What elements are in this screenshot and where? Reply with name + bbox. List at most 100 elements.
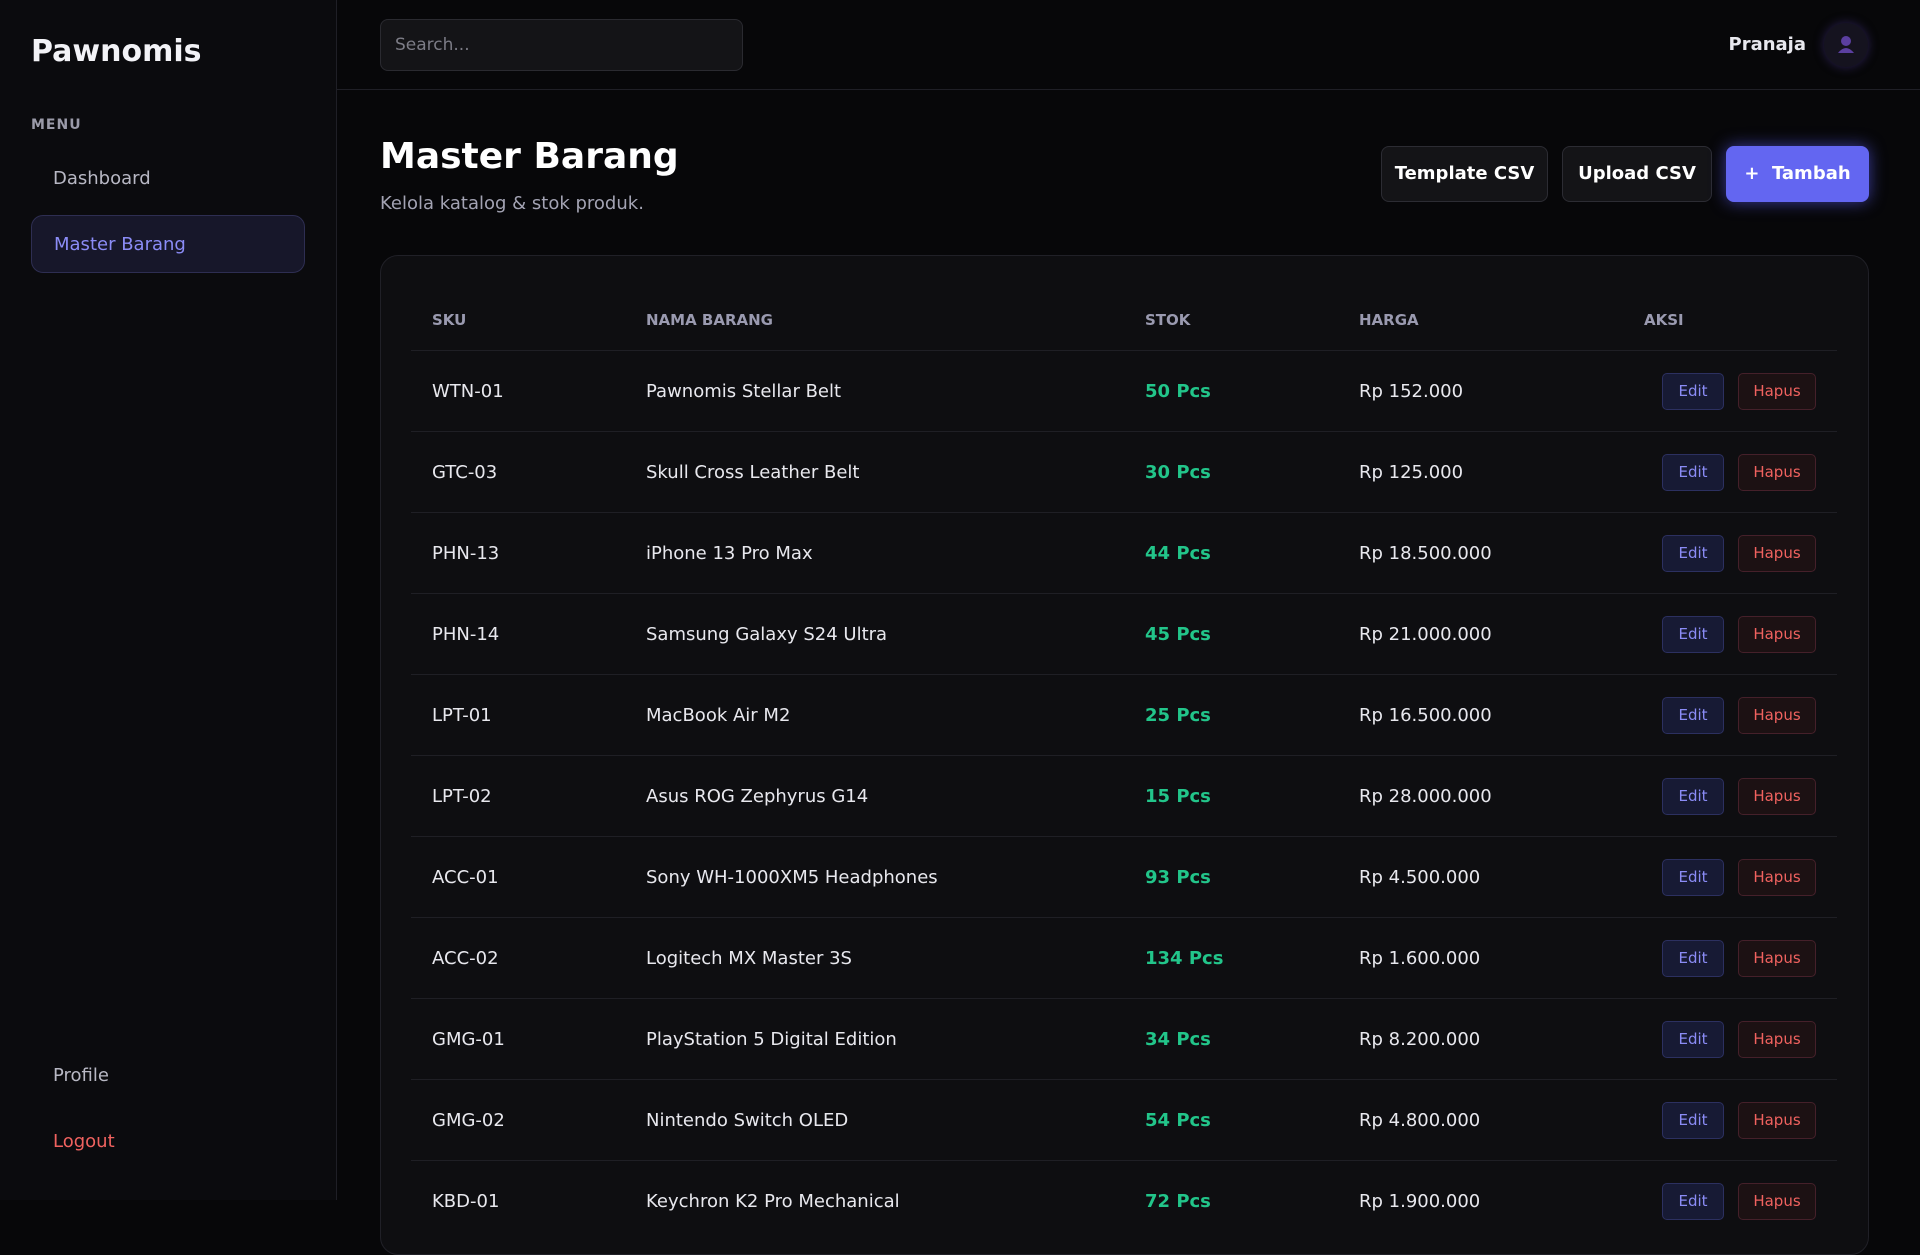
table-row: GMG-02 Nintendo Switch OLED 54 Pcs Rp 4.800… bbox=[411, 1079, 1837, 1160]
add-label: Tambah bbox=[1771, 163, 1851, 184]
stock: 30 Pcs bbox=[1145, 462, 1211, 483]
sku: LPT-02 bbox=[432, 786, 492, 807]
item-name: Pawnomis Stellar Belt bbox=[646, 381, 842, 402]
item-name: Nintendo Switch OLED bbox=[646, 1110, 849, 1131]
menu-label: MENU bbox=[31, 117, 82, 133]
avatar-icon bbox=[1838, 36, 1854, 53]
sku: GMG-02 bbox=[432, 1110, 505, 1131]
stock: 50 Pcs bbox=[1145, 381, 1211, 402]
edit-button[interactable]: Edit bbox=[1662, 1021, 1724, 1058]
page-title: Master Barang bbox=[380, 136, 679, 177]
item-name: Samsung Galaxy S24 Ultra bbox=[646, 624, 888, 645]
search-input[interactable]: Search... bbox=[380, 19, 743, 71]
sku: GTC-03 bbox=[432, 462, 498, 483]
sku: PHN-13 bbox=[432, 543, 500, 564]
nav-master-barang[interactable]: Master Barang bbox=[31, 215, 305, 273]
price: Rp 4.500.000 bbox=[1359, 867, 1481, 888]
sku: PHN-14 bbox=[432, 624, 500, 645]
stock: 93 Pcs bbox=[1145, 867, 1211, 888]
item-name: PlayStation 5 Digital Edition bbox=[646, 1029, 897, 1050]
topbar bbox=[337, 0, 1920, 90]
sidebar: Pawnomis MENU Dashboard Master Barang Pr… bbox=[0, 0, 337, 1200]
delete-button[interactable]: Hapus bbox=[1738, 859, 1816, 896]
item-name: Skull Cross Leather Belt bbox=[646, 462, 860, 483]
nav-dashboard[interactable]: Dashboard bbox=[53, 168, 151, 189]
item-name: Sony WH-1000XM5 Headphones bbox=[646, 867, 938, 888]
price: Rp 21.000.000 bbox=[1359, 624, 1492, 645]
stock: 54 Pcs bbox=[1145, 1110, 1211, 1131]
table-row: LPT-02 Asus ROG Zephyrus G14 15 Pcs Rp 28.0… bbox=[411, 755, 1837, 836]
edit-button[interactable]: Edit bbox=[1662, 940, 1724, 977]
stock: 45 Pcs bbox=[1145, 624, 1211, 645]
stock: 72 Pcs bbox=[1145, 1191, 1211, 1212]
edit-button[interactable]: Edit bbox=[1662, 1102, 1724, 1139]
column-header: HARGA bbox=[1359, 311, 1419, 329]
avatar[interactable] bbox=[1824, 23, 1868, 67]
delete-button[interactable]: Hapus bbox=[1738, 940, 1816, 977]
brand[interactable]: Pawnomis bbox=[31, 34, 202, 69]
upload-csv-button[interactable]: Upload CSV bbox=[1562, 146, 1712, 202]
price: Rp 1.900.000 bbox=[1359, 1191, 1481, 1212]
table-row: KBD-01 Keychron K2 Pro Mechanical 72 Pcs Rp… bbox=[411, 1160, 1837, 1241]
edit-button[interactable]: Edit bbox=[1662, 778, 1724, 815]
table-row: GMG-01 PlayStation 5 Digital Edition 34 Pc… bbox=[411, 998, 1837, 1079]
delete-button[interactable]: Hapus bbox=[1738, 778, 1816, 815]
item-name: iPhone 13 Pro Max bbox=[646, 543, 813, 564]
table-row: LPT-01 MacBook Air M2 25 Pcs Rp 16.500.000 E… bbox=[411, 674, 1837, 755]
sku: KBD-01 bbox=[432, 1191, 500, 1212]
stock: 44 Pcs bbox=[1145, 543, 1211, 564]
nav-profile[interactable]: Profile bbox=[53, 1065, 109, 1086]
edit-button[interactable]: Edit bbox=[1662, 535, 1724, 572]
add-button[interactable]: + Tambah bbox=[1726, 146, 1869, 202]
column-header: STOK bbox=[1145, 311, 1191, 329]
add-icon: + bbox=[1744, 163, 1760, 184]
price: Rp 125.000 bbox=[1359, 462, 1464, 483]
item-name: Asus ROG Zephyrus G14 bbox=[646, 786, 869, 807]
price: Rp 18.500.000 bbox=[1359, 543, 1492, 564]
price: Rp 152.000 bbox=[1359, 381, 1464, 402]
delete-button[interactable]: Hapus bbox=[1738, 535, 1816, 572]
item-name: MacBook Air M2 bbox=[646, 705, 791, 726]
item-name: Keychron K2 Pro Mechanical bbox=[646, 1191, 900, 1212]
delete-button[interactable]: Hapus bbox=[1738, 454, 1816, 491]
stock: 134 Pcs bbox=[1145, 948, 1224, 969]
stock: 25 Pcs bbox=[1145, 705, 1211, 726]
delete-button[interactable]: Hapus bbox=[1738, 616, 1816, 653]
delete-button[interactable]: Hapus bbox=[1738, 697, 1816, 734]
table-row: PHN-14 Samsung Galaxy S24 Ultra 45 Pcs Rp 2… bbox=[411, 593, 1837, 674]
template-csv-button[interactable]: Template CSV bbox=[1381, 146, 1548, 202]
delete-button[interactable]: Hapus bbox=[1738, 1102, 1816, 1139]
price: Rp 1.600.000 bbox=[1359, 948, 1481, 969]
delete-button[interactable]: Hapus bbox=[1738, 1021, 1816, 1058]
item-name: Logitech MX Master 3S bbox=[646, 948, 852, 969]
edit-button[interactable]: Edit bbox=[1662, 616, 1724, 653]
edit-button[interactable]: Edit bbox=[1662, 697, 1724, 734]
table-row: ACC-01 Sony WH-1000XM5 Headphones 93 Pcs Rp… bbox=[411, 836, 1837, 917]
stock: 34 Pcs bbox=[1145, 1029, 1211, 1050]
sku: ACC-01 bbox=[432, 867, 499, 888]
column-header: SKU bbox=[432, 311, 467, 329]
edit-button[interactable]: Edit bbox=[1662, 454, 1724, 491]
stock: 15 Pcs bbox=[1145, 786, 1211, 807]
edit-button[interactable]: Edit bbox=[1662, 1183, 1724, 1220]
sku: ACC-02 bbox=[432, 948, 499, 969]
table-row: WTN-01 Pawnomis Stellar Belt 50 Pcs Rp 152.… bbox=[411, 350, 1837, 431]
price: Rp 4.800.000 bbox=[1359, 1110, 1481, 1131]
price: Rp 16.500.000 bbox=[1359, 705, 1492, 726]
price: Rp 28.000.000 bbox=[1359, 786, 1492, 807]
edit-button[interactable]: Edit bbox=[1662, 373, 1724, 410]
user-name[interactable]: Pranaja bbox=[1728, 34, 1807, 55]
edit-button[interactable]: Edit bbox=[1662, 859, 1724, 896]
delete-button[interactable]: Hapus bbox=[1738, 1183, 1816, 1220]
table-row: GTC-03 Skull Cross Leather Belt 30 Pcs Rp 1… bbox=[411, 431, 1837, 512]
page-subtitle: Kelola katalog & stok produk. bbox=[380, 193, 644, 214]
table-row: PHN-13 iPhone 13 Pro Max 44 Pcs Rp 18.500.0… bbox=[411, 512, 1837, 593]
delete-button[interactable]: Hapus bbox=[1738, 373, 1816, 410]
table-row: ACC-02 Logitech MX Master 3S 134 Pcs Rp 1.6… bbox=[411, 917, 1837, 998]
sku: WTN-01 bbox=[432, 381, 504, 402]
nav-logout[interactable]: Logout bbox=[53, 1131, 115, 1152]
price: Rp 8.200.000 bbox=[1359, 1029, 1481, 1050]
sku: LPT-01 bbox=[432, 705, 492, 726]
